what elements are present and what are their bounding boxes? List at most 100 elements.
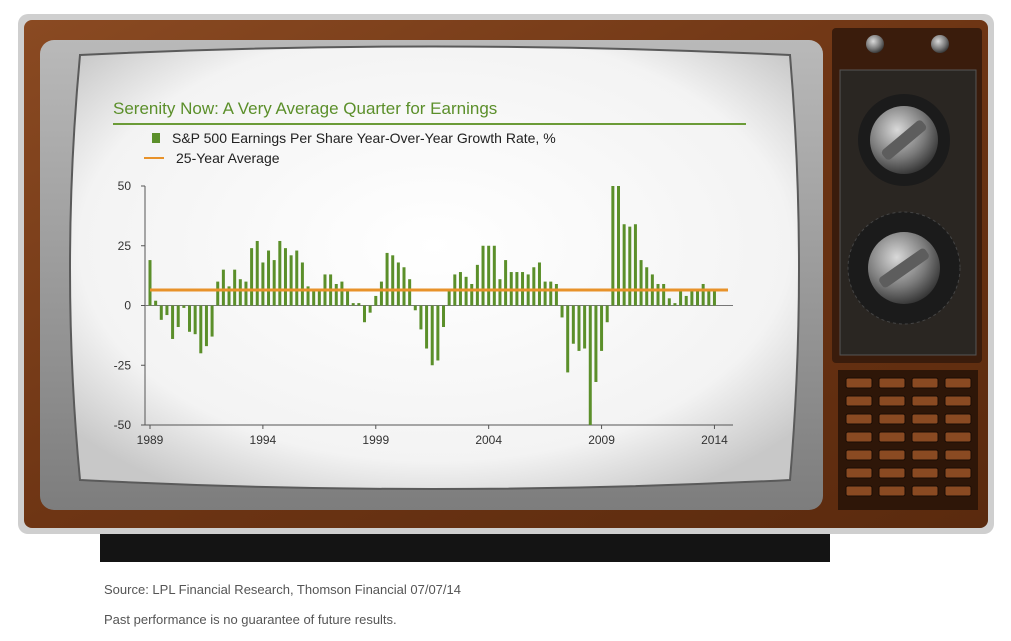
grille-slot [878, 467, 906, 479]
y-tick-label: -50 [114, 418, 132, 432]
eps-growth-bar [379, 281, 383, 306]
eps-growth-bar [402, 267, 406, 306]
eps-growth-bar [633, 224, 637, 306]
eps-growth-bar [362, 305, 366, 323]
grille-slot [911, 485, 939, 497]
y-tick-label: -25 [114, 358, 132, 372]
legend-bar-swatch [152, 133, 160, 143]
eps-growth-bar [707, 291, 711, 306]
y-tick-label: 25 [118, 239, 132, 253]
eps-growth-bar [188, 305, 192, 332]
eps-growth-bar [600, 305, 604, 351]
eps-growth-bar [413, 305, 417, 311]
grille-slot [845, 395, 873, 407]
eps-growth-bar [368, 305, 372, 313]
eps-growth-bar [588, 305, 592, 425]
grille-slot [911, 431, 939, 443]
eps-growth-bar [267, 250, 271, 306]
eps-growth-bar [554, 283, 558, 306]
eps-growth-bar [673, 303, 677, 306]
eps-growth-bar [165, 305, 169, 316]
eps-growth-bar [391, 255, 395, 306]
eps-growth-bar [176, 305, 180, 328]
grille-slot [944, 413, 972, 425]
legend-line-swatch [144, 157, 164, 159]
grille-slot [944, 395, 972, 407]
eps-growth-bar [374, 295, 378, 306]
x-tick-label: 2009 [588, 433, 615, 447]
eps-growth-bar [684, 295, 688, 306]
eps-growth-bar [233, 269, 237, 306]
eps-growth-bar [566, 305, 570, 373]
eps-growth-bar [182, 305, 186, 308]
eps-growth-bar [549, 281, 553, 306]
eps-growth-bar [504, 260, 508, 306]
eps-growth-bar [295, 250, 299, 306]
small-knob-icon [866, 35, 884, 53]
eps-growth-bar [487, 245, 491, 306]
eps-growth-bar [667, 298, 671, 306]
eps-growth-bar [210, 305, 214, 337]
eps-growth-bar [594, 305, 598, 382]
grille-slot [845, 377, 873, 389]
legend-label-eps: S&P 500 Earnings Per Share Year-Over-Yea… [172, 130, 556, 146]
grille-slot [944, 485, 972, 497]
eps-growth-bar [442, 305, 446, 328]
eps-growth-bar [701, 283, 705, 306]
grille-slot [911, 413, 939, 425]
x-tick-label: 1999 [362, 433, 389, 447]
eps-growth-bar [532, 267, 536, 306]
x-tick-label: 2014 [701, 433, 728, 447]
eps-growth-bar [216, 281, 220, 306]
eps-growth-bar [312, 291, 316, 306]
eps-growth-bar [159, 305, 163, 320]
chart-plot: 50 25 0 -25 -50 1989 1994 1999 2004 2009 2014 [114, 179, 733, 447]
grille-slot [944, 467, 972, 479]
x-tick-label: 1989 [137, 433, 164, 447]
eps-growth-bar [425, 305, 429, 349]
legend-item-average: 25-Year Average [144, 150, 280, 166]
eps-growth-bar [696, 291, 700, 306]
eps-growth-bar [272, 260, 276, 306]
eps-growth-bar [616, 186, 620, 306]
grille-slot [944, 431, 972, 443]
eps-growth-bar [419, 305, 423, 330]
grille-slot [878, 449, 906, 461]
eps-growth-bar [148, 260, 152, 306]
grille-slot [878, 395, 906, 407]
grille-slot [911, 449, 939, 461]
eps-growth-bar [261, 262, 265, 306]
eps-growth-bar [605, 305, 609, 323]
tv-screen-content: 50 25 0 -25 -50 1989 1994 1999 2004 2009 2014 Sere… [100, 93, 750, 455]
eps-growth-bar [238, 279, 242, 306]
grille-slot [878, 413, 906, 425]
eps-growth-bar [470, 283, 474, 306]
speaker-grille-slots [845, 377, 972, 497]
eps-growth-bar [357, 303, 361, 306]
disclaimer: Past performance is no guarantee of futu… [104, 612, 397, 627]
grille-slot [944, 377, 972, 389]
eps-growth-bar [300, 262, 304, 306]
eps-growth-bar [679, 288, 683, 306]
grille-slot [845, 413, 873, 425]
eps-growth-bar [712, 291, 716, 306]
eps-growth-bar [396, 262, 400, 306]
source-note: Source: LPL Financial Research, Thomson … [104, 582, 461, 597]
eps-growth-bar [656, 283, 660, 306]
eps-growth-bar [662, 283, 666, 306]
eps-growth-bar [199, 305, 203, 354]
y-tick-label: 50 [118, 179, 132, 193]
legend-label-average: 25-Year Average [176, 150, 280, 166]
eps-growth-bar [278, 240, 282, 306]
grille-slot [911, 467, 939, 479]
eps-growth-bar [340, 281, 344, 306]
grille-slot [878, 377, 906, 389]
eps-growth-bar [690, 291, 694, 306]
grille-slot [878, 431, 906, 443]
grille-slot [911, 377, 939, 389]
eps-growth-bar [645, 267, 649, 306]
eps-growth-bar [639, 260, 643, 306]
eps-growth-bar [289, 255, 293, 306]
eps-growth-bar [430, 305, 434, 366]
eps-growth-bar [537, 262, 541, 306]
